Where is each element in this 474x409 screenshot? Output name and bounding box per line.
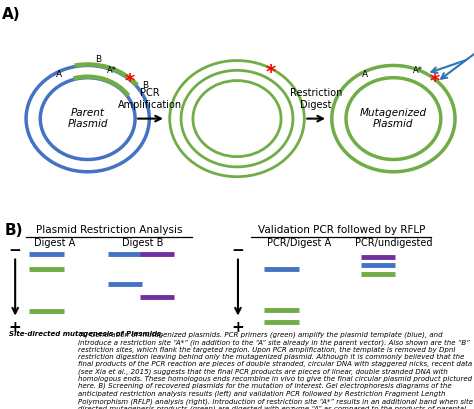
Text: −: − (232, 243, 244, 258)
Text: −: − (9, 243, 21, 258)
Text: Digest B: Digest B (121, 238, 163, 248)
Text: A*: A* (413, 66, 423, 75)
Text: *: * (124, 72, 135, 91)
Text: +: + (9, 320, 21, 335)
Text: B: B (143, 81, 148, 90)
Text: *: * (266, 63, 276, 82)
Text: PCR/undigested: PCR/undigested (355, 238, 432, 248)
Text: B): B) (5, 222, 23, 238)
Text: Validation PCR followed by RFLP: Validation PCR followed by RFLP (257, 225, 425, 234)
Text: Restriction
Digest: Restriction Digest (290, 88, 342, 110)
Text: PCR
Amplification: PCR Amplification (118, 88, 182, 110)
Text: PCR/Digest A: PCR/Digest A (266, 238, 331, 248)
Text: Plasmid Restriction Analysis: Plasmid Restriction Analysis (36, 225, 182, 234)
Text: +: + (232, 320, 244, 335)
Text: A) Generation of mutagenized plasmids. PCR primers (green) amplify the plasmid t: A) Generation of mutagenized plasmids. P… (78, 331, 473, 409)
Text: B: B (95, 55, 101, 64)
Text: A*: A* (107, 66, 118, 75)
Text: Digest A: Digest A (34, 238, 75, 248)
Text: Mutagenized
Plasmid: Mutagenized Plasmid (360, 108, 427, 129)
Text: Site-directed mutagenesis of Plasmids.: Site-directed mutagenesis of Plasmids. (9, 331, 164, 337)
Text: Parent
Plasmid: Parent Plasmid (67, 108, 108, 129)
Text: *: * (430, 72, 440, 91)
Text: A): A) (2, 7, 21, 22)
Text: A: A (362, 70, 368, 79)
Text: A: A (56, 70, 62, 79)
